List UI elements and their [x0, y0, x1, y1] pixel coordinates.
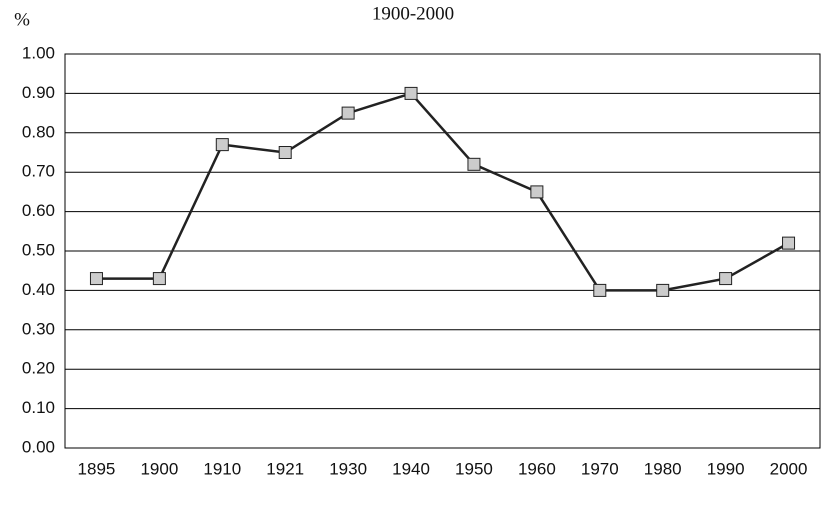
x-tick-label: 1930: [329, 459, 367, 478]
y-tick-label: 0.50: [22, 240, 55, 259]
data-marker: [656, 283, 670, 297]
plot-border: [64, 53, 821, 449]
data-marker: [215, 138, 229, 152]
y-tick-label: 0.70: [22, 162, 55, 181]
y-tick-label: 0.30: [22, 319, 55, 338]
data-marker: [593, 283, 607, 297]
data-marker: [467, 157, 481, 171]
x-tick-label: 1960: [518, 459, 556, 478]
y-tick-label: 0.10: [22, 398, 55, 417]
x-tick-label: 1921: [266, 459, 304, 478]
y-tick-label: 0.60: [22, 201, 55, 220]
data-line: [96, 91, 790, 292]
data-marker: [89, 272, 103, 286]
chart-title: 1900-2000: [372, 3, 454, 24]
data-marker: [341, 106, 355, 120]
data-marker: [278, 146, 292, 159]
data-marker: [404, 86, 418, 100]
y-tick-label: 1.00: [22, 43, 55, 62]
data-marker: [782, 236, 796, 250]
y-tick-label: 0.90: [22, 83, 55, 102]
y-tick-label: 0.00: [22, 437, 55, 456]
x-tick-label: 1940: [392, 459, 430, 478]
x-tick-label: 1910: [203, 459, 241, 478]
y-tick-label: 0.40: [22, 280, 55, 299]
x-tick-label: 1980: [644, 459, 682, 478]
x-tick-label: 1950: [455, 459, 493, 478]
x-tick-label: 1990: [707, 459, 745, 478]
data-marker: [719, 272, 733, 286]
x-tick-label: 2000: [770, 459, 808, 478]
y-tick-label: 0.80: [22, 122, 55, 141]
x-tick-label: 1900: [140, 459, 178, 478]
y-tick-label: 0.20: [22, 359, 55, 378]
x-tick-label: 1895: [78, 459, 116, 478]
data-marker: [530, 185, 544, 199]
x-tick-label: 1970: [581, 459, 619, 478]
data-marker: [152, 272, 166, 286]
y-axis-label: %: [14, 9, 30, 30]
